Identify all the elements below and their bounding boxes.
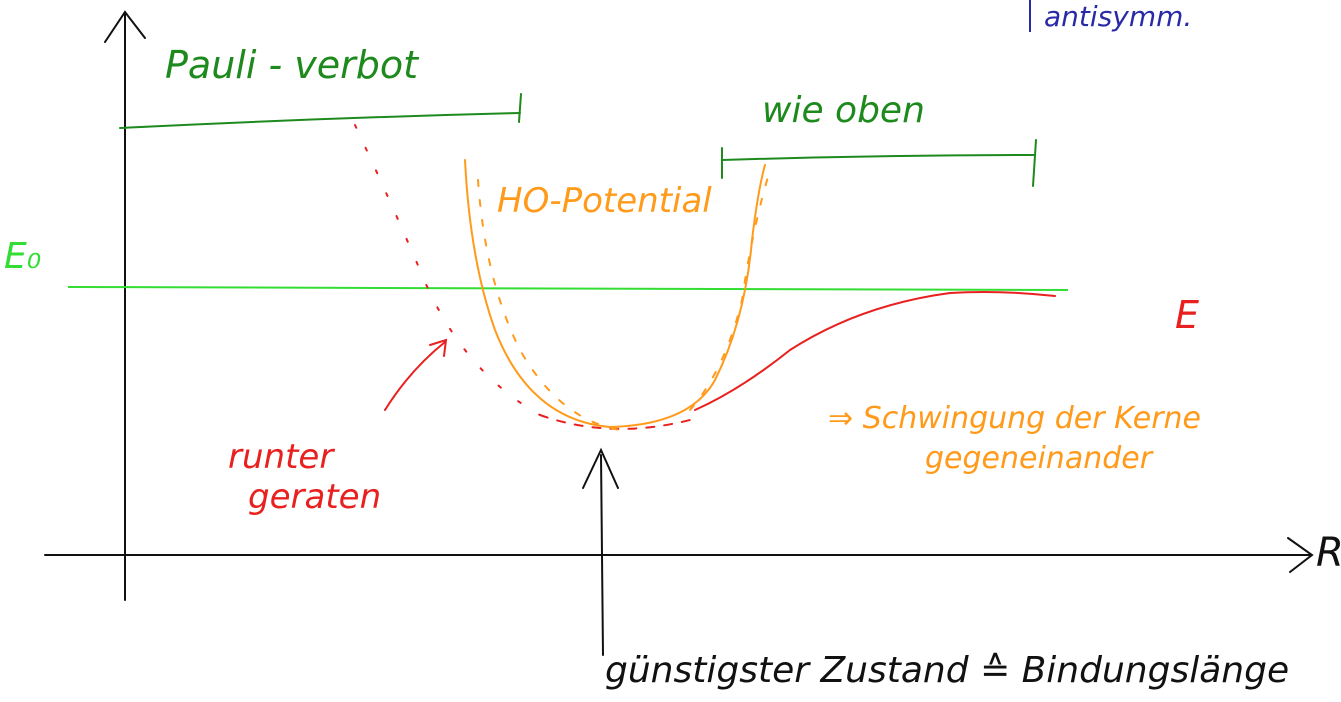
e-label: E <box>1175 293 1199 337</box>
oben-bracket <box>722 155 1035 160</box>
pauli-tick <box>519 94 521 122</box>
wie-oben-label: wie oben <box>762 90 925 131</box>
antisymm-label: antisymm. <box>1044 0 1192 33</box>
r-label: R <box>1316 530 1341 576</box>
red-solid <box>695 292 1055 410</box>
schwingung-line-2: gegeneinander <box>925 441 1154 476</box>
sketch: antisymm. Pauli - verbot wie oben E₀ HO-… <box>0 0 1341 702</box>
pauli-label: Pauli - verbot <box>165 43 420 87</box>
red-curve <box>355 125 1055 429</box>
schwingung-line-1: ⇒ Schwingung der Kerne <box>828 401 1201 436</box>
runter-line-2: geraten <box>248 477 381 517</box>
min-arrow <box>601 455 603 655</box>
axes <box>45 12 1312 655</box>
bottom-label: günstigster Zustand ≙ Bindungslänge <box>605 650 1289 691</box>
e0-label: E₀ <box>4 236 41 277</box>
oben-tick-right <box>1033 140 1036 186</box>
red-dotted <box>355 125 540 415</box>
ho-label: HO-Potential <box>497 181 712 221</box>
e0-line <box>68 287 1068 290</box>
runter-line-1: runter <box>228 437 335 477</box>
pauli-bracket <box>120 113 520 128</box>
red-arrow <box>385 342 445 410</box>
page: {"annotations": { "antisymm": "antisymm.… <box>0 0 1341 702</box>
